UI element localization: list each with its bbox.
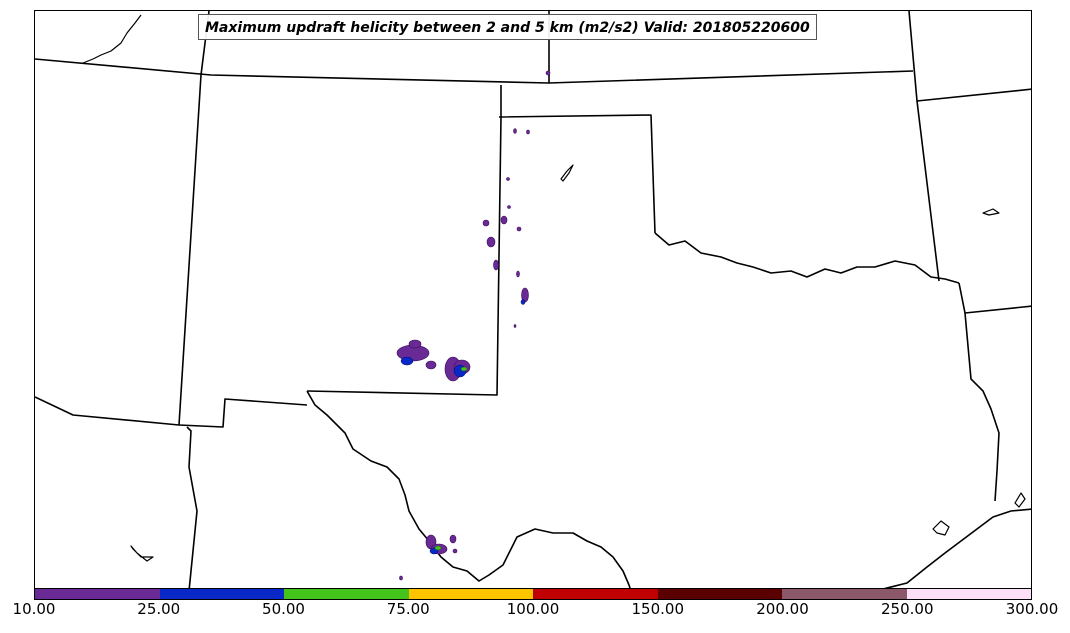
state-boundary-oklahoma-west [306, 85, 502, 396]
colorbar-segment-6 [782, 589, 907, 599]
colorbar-tick-label: 200.00 [756, 600, 809, 618]
colorbar-tick-label: 150.00 [631, 600, 685, 618]
colorbar-tick-label: 50.00 [262, 600, 305, 618]
state-boundary-east [916, 88, 1031, 102]
river-detail-2 [932, 520, 950, 536]
gulf-coastline [860, 508, 1031, 592]
colorbar-segment-7 [906, 589, 1031, 599]
colorbar-tick-label: 250.00 [881, 600, 934, 618]
helicity-cluster-south [399, 534, 458, 581]
colorbar-segment-0 [35, 589, 160, 599]
colorbar [34, 588, 1032, 600]
colorbar-tick-labels: 10.00 25.00 50.00 75.00 100.00 150.00 200.00 25… [0, 600, 1070, 624]
rio-grande-boundary [306, 390, 632, 592]
state-boundary-north [35, 58, 914, 84]
lake-outline-1 [560, 164, 574, 182]
helicity-cluster-panhandle-peak [460, 366, 468, 372]
helicity-cluster-south-peak [434, 545, 442, 551]
colorbar-tick-label: 100.00 [506, 600, 560, 618]
helicity-cluster-north [482, 70, 551, 328]
colorbar-segment-5 [657, 589, 782, 599]
map-canvas [35, 11, 1031, 592]
map-panel [34, 10, 1032, 600]
state-boundary-vertical-ne [908, 11, 940, 282]
state-boundary-red-river [654, 232, 960, 284]
colorbar-tick-label: 25.00 [137, 600, 181, 618]
state-boundary-texas-east [958, 282, 1000, 502]
state-boundary-east-lower [964, 305, 1031, 314]
colorbar-segment-4 [533, 589, 658, 599]
colorbar-segment-2 [284, 589, 409, 599]
map-title: Maximum updraft helicity between 2 and 5… [198, 14, 817, 40]
state-boundary-sw [35, 396, 308, 428]
great-salt-lake-outline [82, 14, 142, 64]
lake-outline-2 [982, 208, 1000, 216]
colorbar-tick-label: 10.00 [12, 600, 56, 618]
colorbar-segment-3 [408, 589, 533, 599]
river-detail-1 [1014, 492, 1026, 508]
colorbar-tick-label: 300.00 [1005, 600, 1059, 618]
state-boundary-oklahoma-north [498, 114, 656, 234]
colorbar-segment-1 [159, 589, 284, 599]
colorbar-tick-label: 75.00 [386, 600, 430, 618]
lake-outline-3 [130, 545, 154, 562]
state-boundary-nm-mexico [186, 426, 198, 592]
